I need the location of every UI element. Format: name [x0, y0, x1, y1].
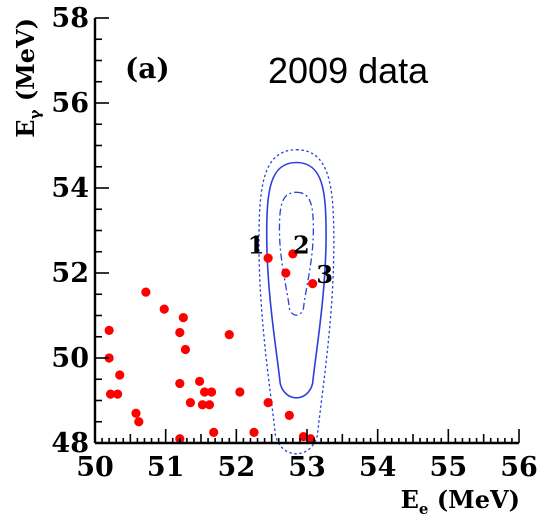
- data-point: [194, 376, 205, 386]
- y-tick-label: 52: [51, 258, 89, 289]
- data-point: [263, 398, 273, 408]
- y-axis-label: Eγ (MeV): [11, 18, 44, 138]
- data-point: [185, 398, 195, 408]
- data-point: [134, 417, 144, 427]
- contour-dash-dot: [278, 191, 315, 316]
- x-tick-label: 50: [76, 452, 114, 483]
- contour-solid: [265, 161, 327, 399]
- data-point: [180, 344, 191, 355]
- data-points: [104, 249, 318, 444]
- candidate-label: 2: [293, 230, 310, 259]
- data-point: [204, 400, 215, 410]
- x-tick-label: 52: [218, 452, 256, 483]
- data-point: [281, 268, 291, 278]
- y-tick-label: 54: [51, 173, 89, 204]
- panel-label: (a): [125, 52, 170, 85]
- data-point: [141, 287, 151, 297]
- data-point: [288, 249, 298, 259]
- y-tick-label: 56: [51, 88, 89, 119]
- data-point: [178, 313, 188, 323]
- data-point: [305, 434, 316, 444]
- candidate-labels: 1 23: [248, 230, 333, 289]
- data-point: [105, 389, 116, 399]
- data-point: [197, 400, 208, 410]
- data-point: [284, 410, 294, 420]
- data-point: [175, 327, 185, 338]
- dataset-annotation: 2009 data: [268, 50, 429, 91]
- x-tick-label: 54: [359, 452, 397, 483]
- data-point: [249, 427, 259, 437]
- x-axis-label: Ee (MeV): [401, 485, 520, 518]
- x-ticks: 50 51 52 53 54 55 56: [76, 429, 538, 483]
- data-point: [308, 279, 318, 289]
- y-ticks: 48 50 52 54 56 58: [51, 3, 109, 459]
- x-tick-label: 53: [288, 452, 326, 483]
- data-point: [104, 325, 114, 335]
- data-point: [175, 378, 185, 389]
- data-point: [235, 387, 245, 397]
- data-point: [207, 387, 217, 397]
- data-point: [224, 330, 234, 340]
- y-tick-label: 58: [51, 3, 89, 34]
- y-tick-label: 48: [51, 428, 89, 459]
- signal-contours: [258, 149, 335, 455]
- data-point: [131, 408, 141, 418]
- x-tick-label: 55: [430, 452, 468, 483]
- data-point: [263, 253, 273, 263]
- x-tick-label: 56: [500, 452, 538, 483]
- data-point: [159, 304, 169, 314]
- data-point: [113, 389, 123, 399]
- candidate-label: 3: [316, 260, 333, 289]
- data-point: [115, 370, 125, 380]
- x-tick-label: 51: [147, 452, 185, 483]
- data-point: [298, 432, 309, 442]
- data-point: [104, 353, 114, 363]
- data-point: [199, 387, 210, 397]
- contour-dotted: [258, 149, 335, 455]
- y-tick-label: 50: [51, 343, 89, 374]
- candidate-label: 1: [248, 230, 265, 259]
- data-point: [209, 427, 219, 437]
